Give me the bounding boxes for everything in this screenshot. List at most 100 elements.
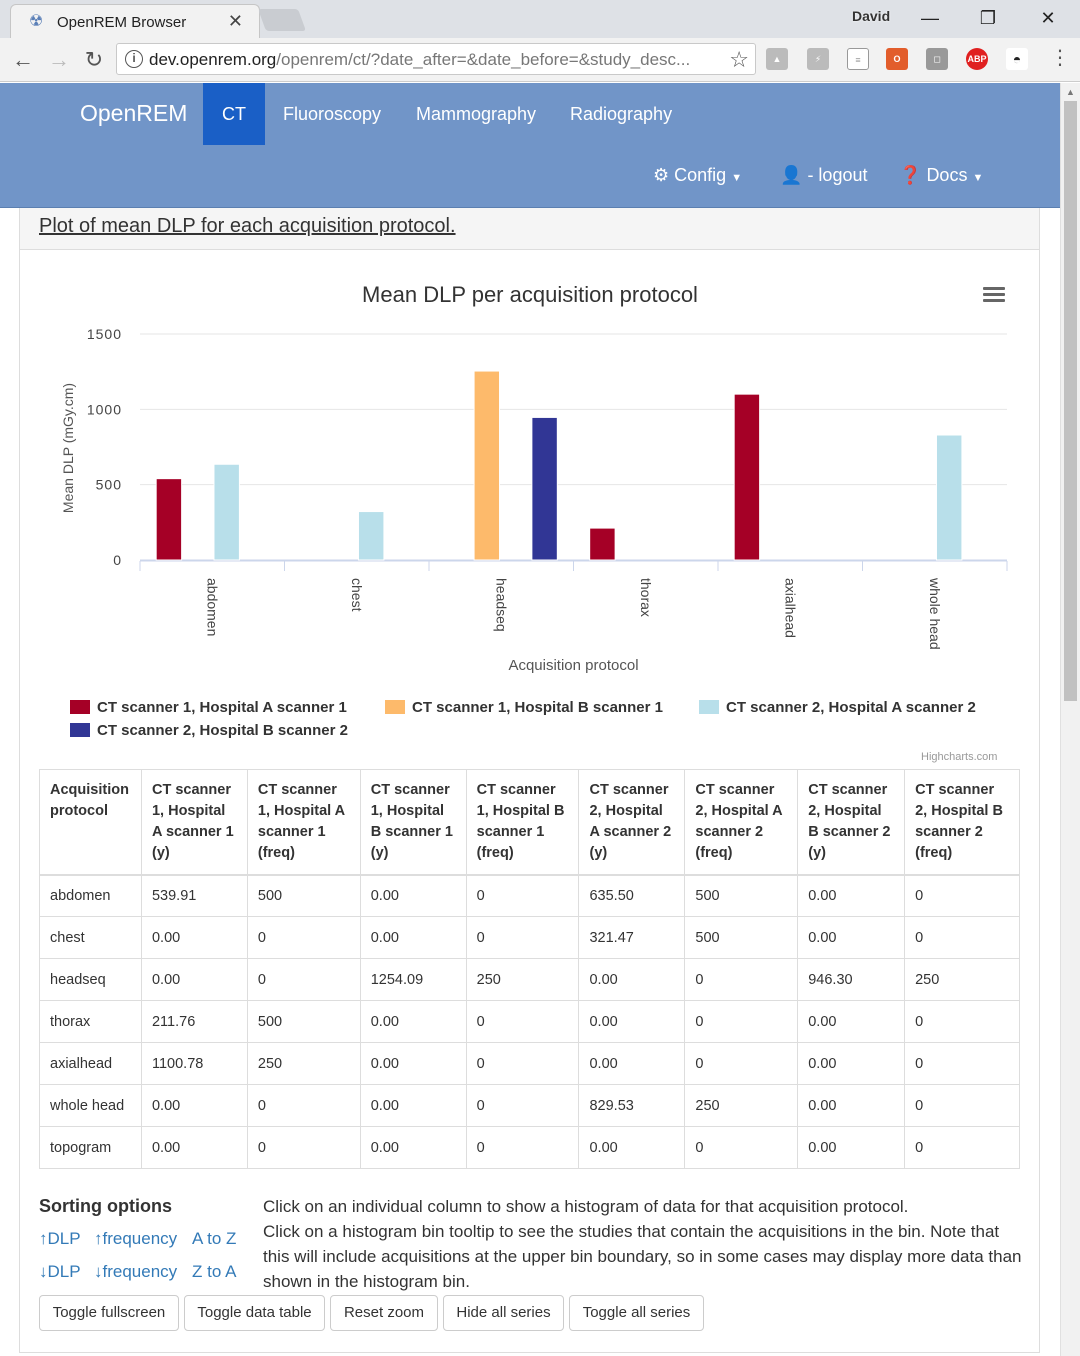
- drive-icon[interactable]: ▲: [766, 48, 788, 70]
- bar-thorax-series-1[interactable]: [589, 527, 616, 561]
- table-cell: 0.00: [359, 1042, 467, 1085]
- bar-headseq-series-4[interactable]: [531, 416, 558, 561]
- legend-item-series-2[interactable]: CT scanner 1, Hospital B scanner 1: [385, 698, 663, 718]
- panel-heading-link[interactable]: Plot of mean DLP for each acquisition pr…: [39, 215, 456, 237]
- bar-abdomen-series-1[interactable]: [155, 478, 183, 561]
- bar-headseq-series-2[interactable]: [473, 370, 501, 561]
- table-header-cell[interactable]: CT scanner 2, Hospital B scanner 2 (y): [797, 769, 906, 876]
- toggle-fullscreen-button[interactable]: Toggle fullscreen: [39, 1295, 179, 1331]
- sort-z-to-a-link[interactable]: Z to A: [192, 1262, 237, 1281]
- sorting-title: Sorting options: [39, 1196, 172, 1216]
- docs-menu[interactable]: ❓ Docs ▼: [899, 155, 983, 195]
- legend-item-series-3[interactable]: CT scanner 2, Hospital A scanner 2: [699, 698, 976, 718]
- logout-label: - logout: [807, 165, 868, 185]
- table-header-cell[interactable]: CT scanner 2, Hospital A scanner 2 (freq…: [684, 769, 799, 876]
- bar-abdomen-series-3[interactable]: [213, 463, 240, 561]
- table-header-cell[interactable]: CT scanner 2, Hospital B scanner 2 (freq…: [904, 769, 1020, 876]
- url-text[interactable]: dev.openrem.org/openrem/ct/?date_after=&…: [149, 50, 691, 69]
- table-header-cell[interactable]: CT scanner 1, Hospital A scanner 1 (freq…: [246, 769, 361, 876]
- legend-swatch: [699, 700, 719, 714]
- legend-item-series-4[interactable]: CT scanner 2, Hospital B scanner 2: [70, 721, 348, 741]
- nav-ct[interactable]: CT: [203, 83, 265, 145]
- site-navbar: OpenREM CT Fluoroscopy Mammography Radio…: [0, 83, 1060, 208]
- table-cell: 0: [684, 1000, 799, 1043]
- legend-swatch: [70, 700, 90, 714]
- toggle-data-table-button[interactable]: Toggle data table: [184, 1295, 325, 1331]
- table-header-cell[interactable]: CT scanner 2, Hospital A scanner 2 (y): [578, 769, 686, 876]
- reload-icon[interactable]: ↻: [84, 47, 104, 72]
- chart-context-menu-icon[interactable]: [983, 287, 1005, 303]
- table-header-cell[interactable]: CT scanner 1, Hospital B scanner 1 (freq…: [465, 769, 580, 876]
- bar-chest-series-3[interactable]: [357, 511, 385, 561]
- new-tab-button[interactable]: [257, 9, 307, 31]
- nav-radiography[interactable]: Radiography: [570, 104, 673, 124]
- bookmark-star-icon[interactable]: ☆: [729, 47, 749, 72]
- chart-credits[interactable]: Highcharts.com: [921, 751, 998, 763]
- table-cell: 0.00: [797, 1042, 906, 1085]
- reset-zoom-button[interactable]: Reset zoom: [330, 1295, 438, 1331]
- table-cell: 0.00: [359, 1084, 467, 1127]
- help-text: Click on an individual column to show a …: [263, 1194, 1023, 1294]
- office-icon[interactable]: O: [886, 48, 908, 70]
- page-scrollbar[interactable]: ▲: [1060, 83, 1080, 1356]
- scrollbar-thumb[interactable]: [1064, 101, 1077, 701]
- table-cell: 250: [465, 958, 580, 1001]
- table-cell: 0.00: [578, 958, 686, 1001]
- table-row: abdomen 539.91 500 0.00 0 635.50 500 0.00 0: [39, 874, 1020, 917]
- scroll-up-icon[interactable]: ▲: [1066, 87, 1075, 97]
- y-tick-label: 1500: [87, 326, 122, 342]
- info-icon[interactable]: i: [125, 50, 143, 68]
- doc-icon[interactable]: ≡: [847, 48, 869, 70]
- help-line-1: Click on an individual column to show a …: [263, 1197, 909, 1216]
- table-header-cell[interactable]: CT scanner 1, Hospital B scanner 1 (y): [359, 769, 467, 876]
- nav-mammography[interactable]: Mammography: [416, 104, 537, 124]
- table-cell: 0.00: [797, 1000, 906, 1043]
- forward-icon[interactable]: →: [48, 47, 70, 72]
- y-tick-label: 0: [113, 552, 122, 568]
- browser-menu-icon[interactable]: ⋮: [1050, 47, 1070, 69]
- bar-whole-head-series-3[interactable]: [935, 434, 963, 561]
- table-cell: 250: [904, 958, 1020, 1001]
- toggle-all-series-button[interactable]: Toggle all series: [569, 1295, 704, 1331]
- legend-item-series-1[interactable]: CT scanner 1, Hospital A scanner 1: [70, 698, 347, 718]
- table-cell: 0: [684, 1042, 799, 1085]
- spy-icon[interactable]: ◓: [1006, 48, 1028, 70]
- box-icon[interactable]: ◻: [926, 48, 948, 70]
- config-menu[interactable]: ⚙ Config ▼: [653, 155, 742, 195]
- sort-a-to-z-link[interactable]: A to Z: [192, 1229, 237, 1248]
- table-cell: 321.47: [578, 916, 686, 959]
- table-cell: axialhead: [39, 1042, 142, 1085]
- adblock-icon[interactable]: ABP: [966, 48, 988, 70]
- address-bar[interactable]: i dev.openrem.org/openrem/ct/?date_after…: [116, 43, 756, 75]
- logout-link[interactable]: 👤 - logout: [780, 155, 867, 195]
- bar-axialhead-series-1[interactable]: [733, 393, 761, 561]
- y-axis-title: Mean DLP (mGy.cm): [60, 383, 76, 513]
- table-cell: 0: [904, 874, 1020, 917]
- back-icon[interactable]: ←: [12, 47, 34, 72]
- table-cell: 0: [246, 958, 361, 1001]
- sort-freq-desc-link[interactable]: ↓frequency: [94, 1262, 178, 1281]
- table-cell: 0.00: [359, 916, 467, 959]
- table-cell: 0: [904, 1126, 1020, 1169]
- chart-plot[interactable]: 0 500 1000 1500 Mean DLP (mGy.cm) abdomen ches…: [20, 320, 1020, 680]
- table-cell: 0.00: [359, 1126, 467, 1169]
- hide-all-series-button[interactable]: Hide all series: [443, 1295, 564, 1331]
- user-icon: 👤: [780, 165, 803, 185]
- profile-name[interactable]: David: [852, 8, 891, 24]
- sort-freq-asc-link[interactable]: ↑frequency: [94, 1229, 178, 1248]
- restore-icon[interactable]: ❐: [979, 8, 997, 28]
- pdf-icon[interactable]: ⚡: [807, 48, 829, 70]
- browser-tab[interactable]: ☢ OpenREM Browser ✕: [10, 4, 260, 38]
- table-cell: 0: [465, 1084, 580, 1127]
- minimize-icon[interactable]: —: [921, 8, 939, 28]
- close-window-icon[interactable]: ✕: [1040, 8, 1056, 28]
- close-tab-icon[interactable]: ✕: [227, 11, 243, 31]
- sort-dlp-desc-link[interactable]: ↓DLP: [39, 1262, 81, 1281]
- table-cell: chest: [39, 916, 142, 959]
- table-header-cell[interactable]: Acquisition protocol: [39, 769, 142, 876]
- nav-fluoroscopy[interactable]: Fluoroscopy: [283, 104, 382, 124]
- table-header-cell[interactable]: CT scanner 1, Hospital A scanner 1 (y): [140, 769, 248, 876]
- sort-dlp-asc-link[interactable]: ↑DLP: [39, 1229, 81, 1248]
- legend-label: CT scanner 2, Hospital A scanner 2: [726, 699, 976, 716]
- brand-link[interactable]: OpenREM: [80, 100, 188, 126]
